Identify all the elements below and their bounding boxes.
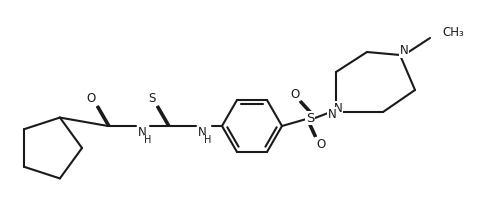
Text: S: S xyxy=(306,111,314,124)
Text: O: O xyxy=(86,92,95,105)
Text: N: N xyxy=(198,127,206,140)
Text: H: H xyxy=(144,135,151,145)
Text: O: O xyxy=(317,138,326,151)
Text: N: N xyxy=(334,102,342,114)
Text: H: H xyxy=(205,135,212,145)
Text: O: O xyxy=(290,87,300,100)
Text: N: N xyxy=(400,44,409,57)
Text: S: S xyxy=(149,92,156,105)
Text: CH₃: CH₃ xyxy=(442,27,464,40)
Text: N: N xyxy=(138,127,147,140)
Text: N: N xyxy=(328,108,337,121)
